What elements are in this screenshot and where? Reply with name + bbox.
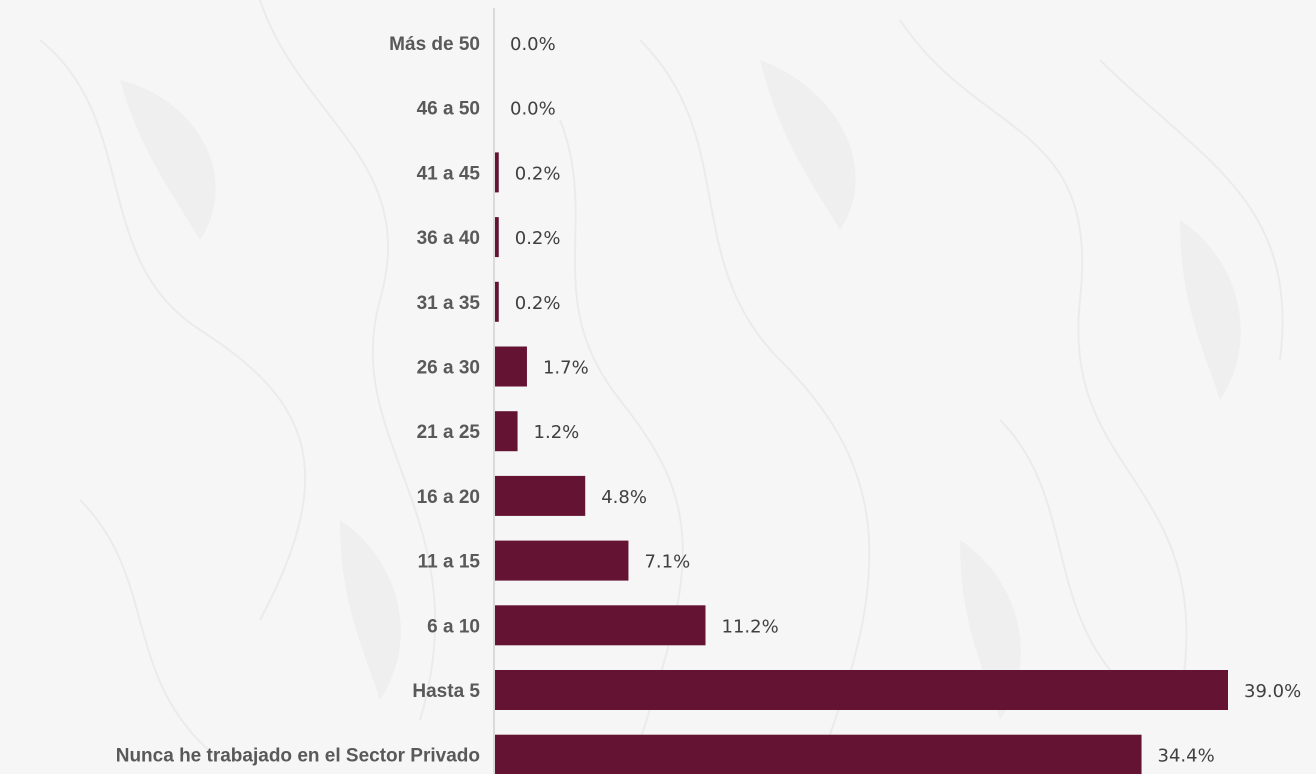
bars-group [495,152,1228,774]
value-label-2: 0.2% [515,163,561,184]
category-label-4: 31 a 35 [417,293,481,314]
value-labels-group: 0.0% 0.0% 0.2% 0.2% 0.2% 1.7% 1.2% 4.8% 7.1% 11.2… [510,34,1301,767]
bar-4 [495,281,499,322]
bar-11 [495,734,1142,774]
value-label-6: 1.2% [534,422,580,443]
category-labels-group: Más de 50 46 a 50 41 a 45 36 a 40 31 a 35 26 … [116,34,481,767]
bar-9 [495,605,706,646]
category-label-8: 11 a 15 [418,552,481,573]
bar-8 [495,540,629,581]
value-label-5: 1.7% [543,358,589,379]
value-label-0: 0.0% [510,34,556,55]
category-label-1: 46 a 50 [417,99,480,120]
bar-5 [495,346,527,387]
bar-6 [495,411,518,452]
bar-3 [495,217,499,258]
category-label-6: 21 a 25 [417,422,481,443]
category-label-2: 41 a 45 [417,163,481,184]
value-label-1: 0.0% [510,99,556,120]
category-label-5: 26 a 30 [417,358,480,379]
value-label-4: 0.2% [515,293,561,314]
value-label-3: 0.2% [515,228,561,249]
value-label-7: 4.8% [601,487,647,508]
bar-7 [495,475,586,516]
value-label-9: 11.2% [722,616,779,637]
bar-2 [495,152,499,193]
category-label-3: 36 a 40 [417,228,480,249]
value-label-11: 34.4% [1158,746,1215,767]
category-label-11: Nunca he trabajado en el Sector Privado [116,746,480,767]
category-label-9: 6 a 10 [427,616,480,637]
category-label-10: Hasta 5 [412,681,480,702]
category-label-0: Más de 50 [389,34,480,55]
value-label-10: 39.0% [1244,681,1301,702]
category-label-7: 16 a 20 [417,487,480,508]
value-label-8: 7.1% [644,552,690,573]
bar-10 [495,670,1228,710]
